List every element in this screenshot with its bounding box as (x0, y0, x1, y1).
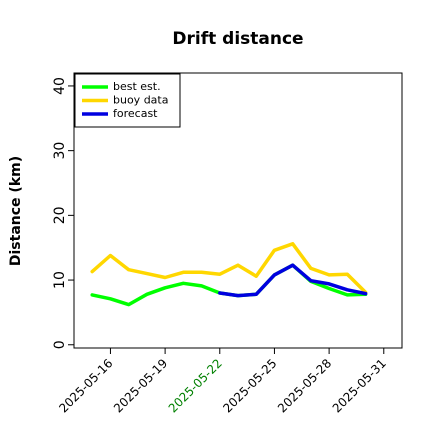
legend-label: forecast (113, 107, 158, 120)
x-tick-label: 2025-05-31 (330, 356, 389, 415)
y-axis-label: Distance (km) (8, 156, 24, 266)
plot-area-frame (73, 72, 403, 349)
y-tick-label: 40 (52, 77, 68, 95)
y-tick-label: 0 (52, 340, 68, 349)
x-tick-label: 2025-05-19 (111, 356, 170, 415)
series-line-forecast (218, 263, 368, 298)
x-axis-ticks: 2025-05-162025-05-192025-05-222025-05-25… (56, 348, 389, 415)
y-tick-label: 30 (52, 142, 68, 160)
legend-label: buoy data (113, 94, 168, 107)
legend-label: best est. (113, 80, 161, 93)
series-line-buoy-data (90, 242, 368, 295)
y-tick-label: 10 (52, 271, 68, 289)
y-tick-label: 20 (52, 206, 68, 224)
x-tick-label: 2025-05-16 (56, 356, 115, 415)
x-tick-label: 2025-05-28 (275, 356, 334, 415)
y-axis-ticks: 0 10 20 30 40 (52, 77, 74, 349)
x-tick-label: 2025-05-25 (220, 356, 279, 415)
x-tick-label-highlighted: 2025-05-22 (166, 356, 225, 415)
chart-title: Drift distance (172, 29, 303, 49)
series-lines (90, 242, 368, 307)
